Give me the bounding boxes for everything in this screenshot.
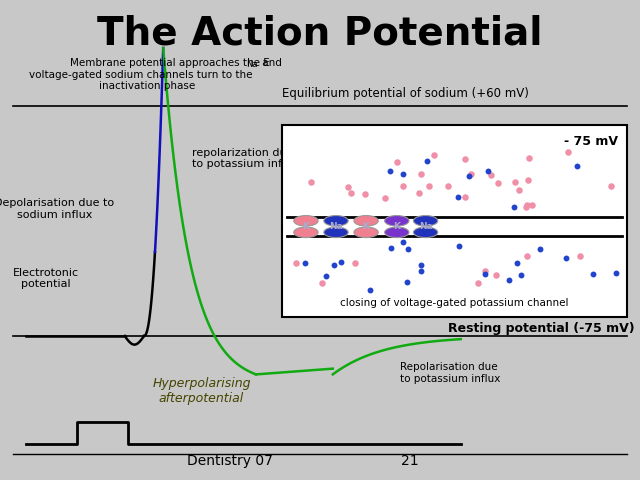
Text: Repolarisation due
to potassium influx: Repolarisation due to potassium influx	[400, 362, 500, 384]
Text: repolarization due
to potassium influx: repolarization due to potassium influx	[192, 147, 299, 169]
Point	[522, 252, 532, 260]
Point	[416, 170, 426, 178]
Ellipse shape	[354, 216, 378, 226]
FancyBboxPatch shape	[282, 125, 627, 317]
Text: The Action Potential: The Action Potential	[97, 14, 543, 52]
Point	[480, 267, 490, 275]
Point	[403, 278, 413, 286]
Point	[611, 269, 621, 277]
Point	[416, 261, 426, 268]
Point	[346, 189, 356, 197]
Point	[522, 177, 532, 184]
Text: Na: Na	[419, 222, 433, 231]
Point	[329, 261, 339, 268]
Point	[606, 182, 616, 190]
Text: Na: Na	[329, 222, 343, 231]
Point	[491, 271, 501, 278]
Text: K: K	[394, 222, 400, 231]
Ellipse shape	[385, 227, 409, 238]
Point	[493, 179, 504, 187]
Point	[422, 157, 433, 165]
Point	[575, 252, 586, 260]
Text: - 75 mV: - 75 mV	[564, 135, 618, 148]
Text: 21: 21	[401, 454, 419, 468]
Text: Electrotonic
potential: Electrotonic potential	[13, 268, 79, 289]
Point	[360, 191, 371, 198]
Point	[473, 279, 483, 287]
Point	[317, 279, 328, 287]
Point	[527, 201, 537, 209]
Point	[508, 203, 518, 211]
Point	[343, 183, 353, 191]
Text: Membrane potential approaches the E: Membrane potential approaches the E	[70, 58, 270, 68]
Point	[424, 182, 435, 190]
Text: closing of voltage-gated potassium channel: closing of voltage-gated potassium chann…	[340, 298, 569, 308]
Text: Hyperpolarising
afterpotential: Hyperpolarising afterpotential	[152, 377, 251, 405]
Point	[460, 156, 470, 163]
Text: Dentistry 07: Dentistry 07	[188, 454, 273, 468]
Point	[486, 171, 496, 179]
Point	[321, 272, 331, 280]
Ellipse shape	[413, 216, 438, 226]
Ellipse shape	[294, 227, 318, 238]
Point	[300, 259, 310, 267]
Point	[516, 271, 527, 278]
Text: Depolarisation due to
sodium influx: Depolarisation due to sodium influx	[0, 198, 115, 220]
Point	[480, 270, 490, 277]
Point	[563, 148, 573, 156]
Ellipse shape	[294, 216, 318, 226]
Point	[483, 168, 493, 175]
Point	[398, 182, 408, 190]
Point	[513, 186, 524, 194]
Point	[443, 182, 453, 190]
Point	[416, 267, 426, 275]
Point	[335, 258, 346, 265]
Point	[414, 189, 424, 197]
Point	[365, 287, 375, 294]
Text: and: and	[259, 58, 282, 68]
Point	[588, 271, 598, 278]
Point	[504, 276, 514, 284]
Text: K: K	[363, 222, 369, 231]
Point	[466, 170, 476, 178]
Point	[291, 259, 301, 267]
Point	[561, 254, 571, 262]
Point	[398, 238, 408, 245]
Text: Equilibrium potential of sodium (+60 mV): Equilibrium potential of sodium (+60 mV)	[282, 87, 529, 100]
Ellipse shape	[385, 216, 409, 226]
Point	[535, 246, 545, 253]
Text: Resting potential (-75 mV): Resting potential (-75 mV)	[448, 322, 635, 336]
Point	[452, 193, 463, 201]
Point	[429, 151, 440, 158]
Ellipse shape	[354, 227, 378, 238]
Point	[509, 178, 520, 186]
Point	[524, 154, 534, 162]
Point	[385, 244, 396, 252]
Text: K: K	[303, 222, 309, 231]
Point	[385, 167, 396, 175]
Point	[403, 245, 413, 252]
Point	[349, 259, 360, 267]
Text: voltage-gated sodium channels turn to the
    inactivation phase: voltage-gated sodium channels turn to th…	[29, 70, 253, 91]
Ellipse shape	[324, 227, 348, 238]
Ellipse shape	[324, 216, 348, 226]
Point	[464, 173, 474, 180]
Point	[521, 203, 531, 210]
Point	[398, 170, 408, 178]
Text: Na: Na	[246, 60, 258, 69]
Point	[380, 194, 390, 202]
Ellipse shape	[413, 227, 438, 238]
Point	[460, 193, 470, 201]
Point	[522, 201, 532, 209]
Point	[572, 162, 582, 169]
Point	[454, 242, 464, 250]
Point	[512, 259, 522, 267]
Point	[392, 158, 402, 166]
Point	[305, 178, 316, 185]
